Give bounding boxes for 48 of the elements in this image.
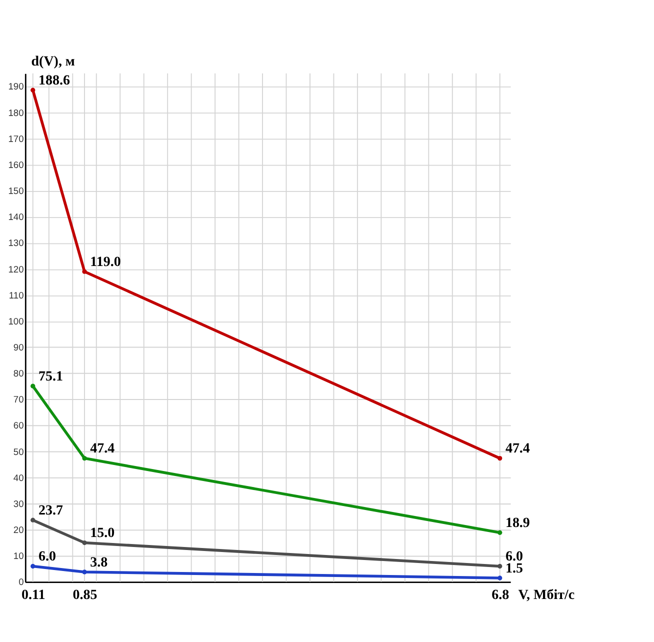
y-tick-label: 160 — [8, 160, 24, 170]
y-axis-title: d(V), м — [31, 54, 76, 70]
y-tick-label: 70 — [13, 394, 24, 405]
text: 188.6 — [38, 74, 70, 89]
x-axis-title: V, Мбіт/с — [518, 588, 575, 604]
point — [82, 456, 87, 461]
y-tick-label: 0 — [18, 577, 24, 588]
y-tick-label: 120 — [8, 264, 24, 274]
text: 6.0 — [38, 550, 56, 565]
text: 1.5 — [505, 561, 523, 576]
x-tick-label: 6.8 — [492, 588, 510, 604]
y-tick-label: 30 — [13, 498, 24, 509]
point — [30, 384, 36, 388]
y-tick-label: 110 — [8, 290, 24, 300]
y-tick-label: 130 — [8, 238, 24, 248]
y-tick-label: 20 — [13, 525, 24, 536]
point — [30, 88, 36, 92]
point — [82, 540, 87, 546]
y-tick-label: 180 — [8, 108, 24, 118]
y-tick-label: 10 — [13, 551, 24, 562]
y-tick-label: 150 — [8, 186, 24, 196]
point — [30, 564, 36, 569]
y-tick-label: 140 — [8, 212, 24, 222]
y-tick-label: 170 — [8, 134, 24, 144]
point — [498, 564, 502, 569]
point — [30, 518, 36, 522]
x-tick-label: 0.85 — [72, 588, 98, 604]
point — [498, 530, 502, 535]
point — [82, 570, 87, 574]
point — [498, 456, 502, 461]
x-tick-label: 0.11 — [21, 588, 46, 604]
text: 75.1 — [38, 369, 63, 384]
y-tick-label: 90 — [13, 342, 24, 352]
y-tick-label: 60 — [13, 420, 24, 431]
text: 3.8 — [90, 555, 108, 570]
y-tick-label: 40 — [13, 472, 24, 483]
point — [498, 576, 502, 580]
y-tick-label: 100 — [8, 316, 24, 326]
text: 47.4 — [90, 442, 115, 457]
y-tick-label: 50 — [13, 446, 24, 457]
text: 119.0 — [90, 255, 121, 270]
y-tick-label: 80 — [13, 368, 24, 379]
text: 15.0 — [90, 526, 115, 542]
point — [82, 269, 87, 274]
y-tick-label: 190 — [8, 82, 24, 92]
text: 23.7 — [38, 503, 63, 518]
text: 18.9 — [505, 516, 530, 532]
text: 47.4 — [505, 442, 530, 457]
